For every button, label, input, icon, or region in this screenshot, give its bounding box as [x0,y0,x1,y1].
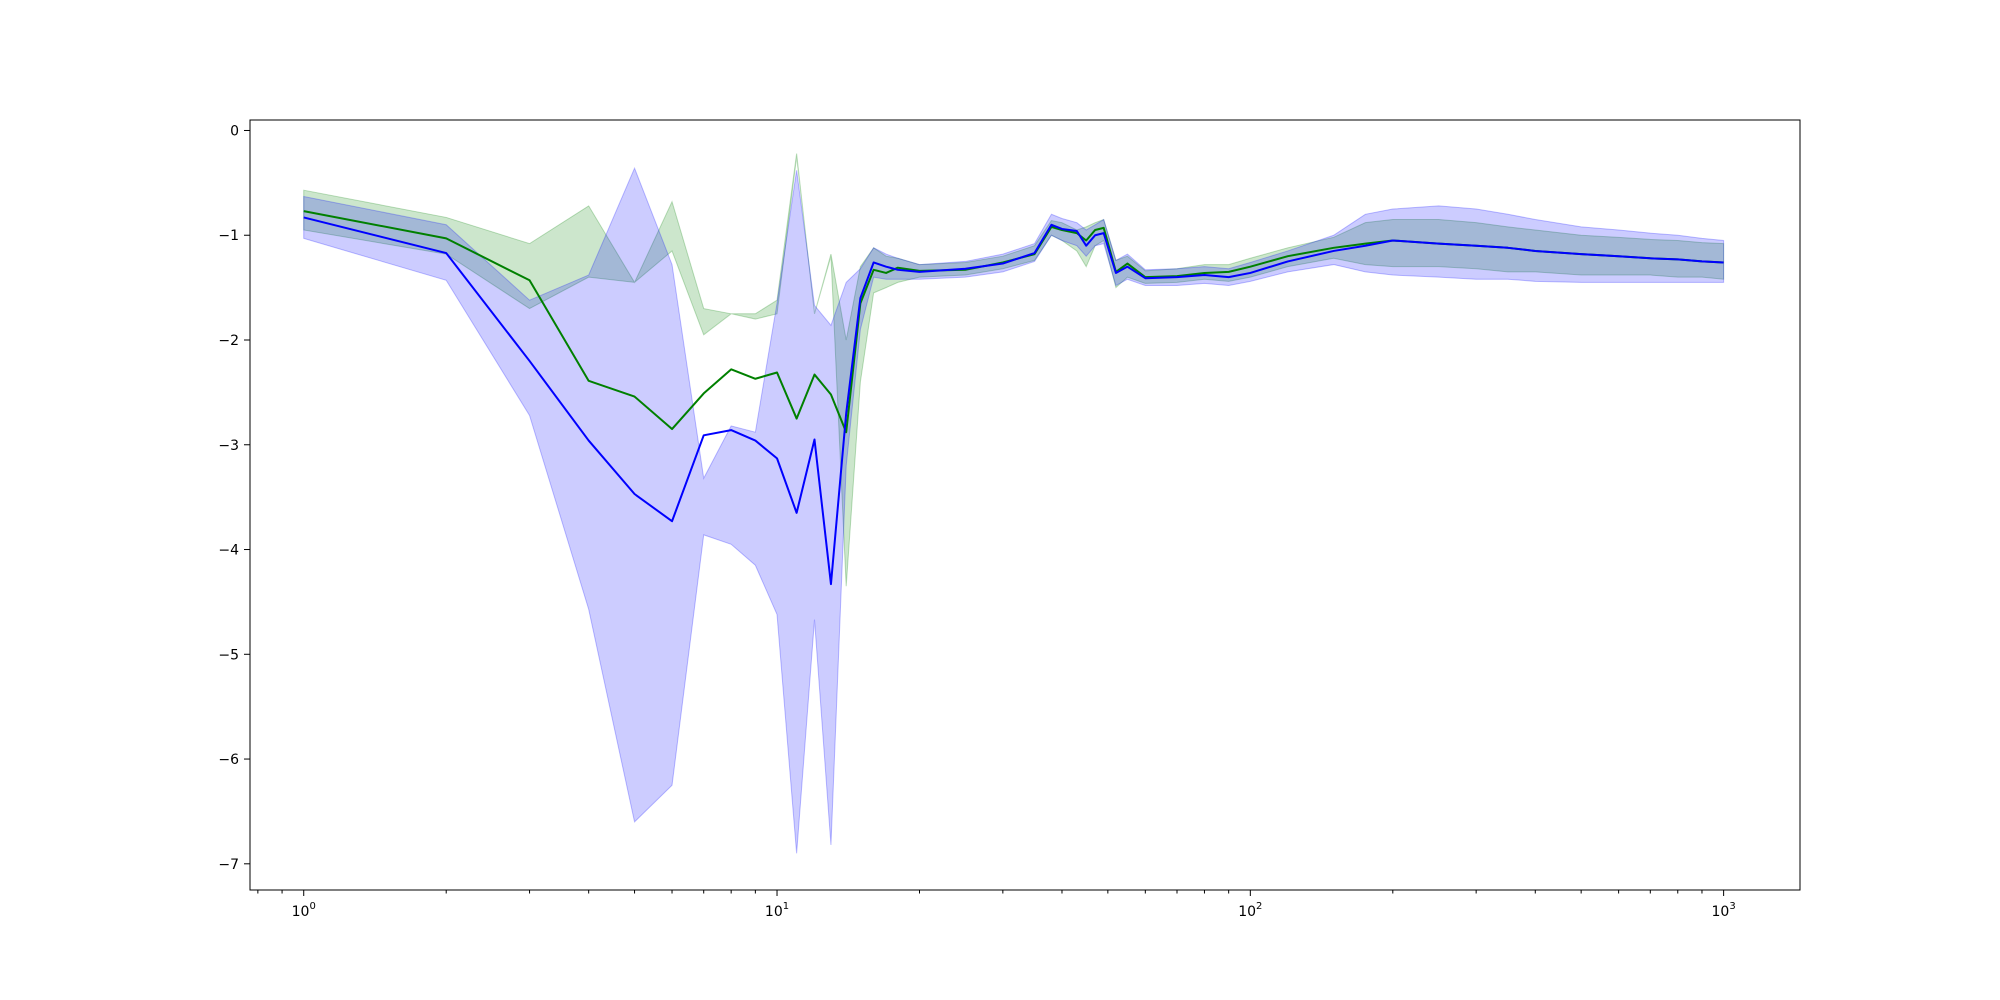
y-tick-label-5: −5 [218,647,239,663]
y-tick-label-2: −2 [218,333,239,349]
y-tick-label-3: −3 [218,438,239,454]
y-tick-label-6: −6 [218,752,239,768]
confidence-bands [303,153,1725,854]
series-2-line [303,216,1724,586]
series-1-band [303,153,1725,587]
y-tick-label-4: −4 [218,543,239,559]
series-2-band [303,166,1725,854]
y-tick-label-7: −7 [218,857,239,873]
plot-frame [249,119,1801,891]
series-lines [303,210,1724,586]
y-axis: 0 −1 −2 −3 −4 −5 −6 −7 [218,123,250,873]
y-tick-label-1: −1 [218,228,239,244]
y-tick-label-0: 0 [230,123,239,139]
